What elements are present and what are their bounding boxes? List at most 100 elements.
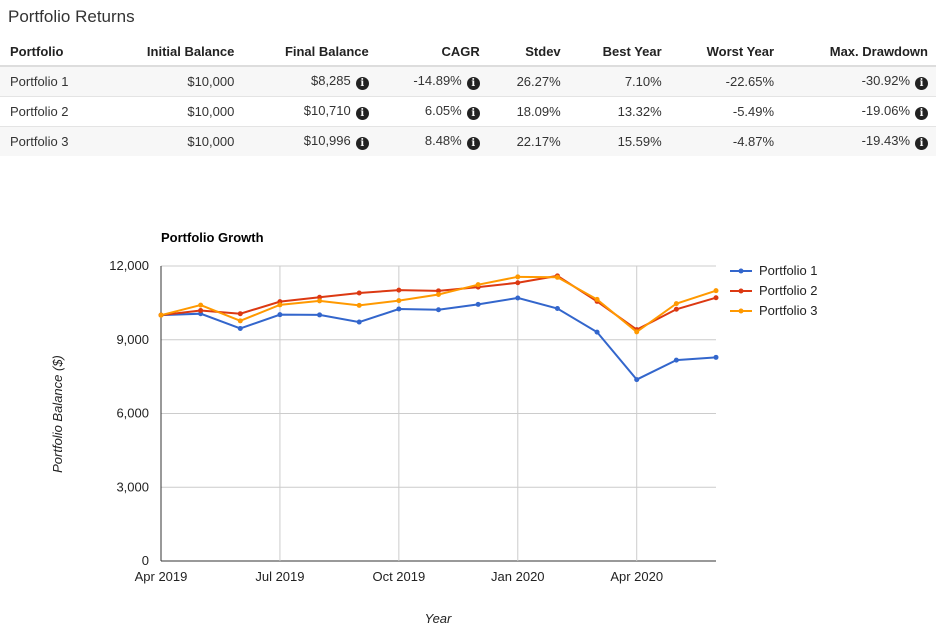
data-point-portfolio-1 — [356, 319, 362, 325]
x-tick-label: Jan 2020 — [491, 569, 545, 584]
data-point-portfolio-2 — [356, 290, 362, 296]
y-tick-label: 0 — [142, 553, 149, 568]
data-point-portfolio-3 — [713, 288, 719, 294]
legend-label: Portfolio 2 — [759, 283, 818, 298]
table-row: Portfolio 3 $10,000 $10,996 i 8.48% i 22.1… — [0, 126, 936, 156]
cell-portfolio: Portfolio 3 — [0, 126, 104, 156]
legend-marker — [738, 288, 744, 294]
cell-worst-year: -5.49% — [669, 96, 783, 127]
cell-cagr: -14.89% i — [376, 65, 488, 97]
legend-marker — [738, 268, 744, 274]
data-point-portfolio-3 — [317, 298, 323, 304]
chart-title: Portfolio Growth — [161, 230, 264, 245]
col-header-stdev[interactable]: Stdev — [487, 38, 569, 67]
cell-stdev: 22.17% — [487, 126, 569, 156]
cell-value: $10,996 — [303, 133, 351, 148]
info-circle-icon[interactable]: i — [915, 77, 928, 90]
data-point-portfolio-3 — [594, 296, 600, 302]
info-circle-icon[interactable]: i — [466, 107, 480, 120]
cell-value: -14.89% — [413, 73, 462, 88]
x-tick-label: Apr 2020 — [610, 569, 663, 584]
cell-portfolio: Portfolio 1 — [0, 65, 104, 97]
y-tick-label: 9,000 — [116, 332, 149, 347]
y-tick-label: 3,000 — [116, 479, 149, 494]
y-axis-label: Portfolio Balance ($) — [50, 355, 65, 473]
cell-cagr: 6.05% i — [376, 96, 488, 127]
legend-label: Portfolio 3 — [759, 303, 818, 318]
cell-best-year: 7.10% — [568, 65, 670, 97]
data-point-portfolio-3 — [515, 274, 521, 280]
info-circle-icon[interactable]: i — [355, 107, 369, 120]
data-point-portfolio-1 — [713, 354, 719, 360]
col-header-best-year[interactable]: Best Year — [568, 38, 670, 67]
legend-marker — [738, 308, 744, 314]
col-header-final-balance[interactable]: Final Balance — [242, 38, 377, 67]
data-point-portfolio-1 — [277, 312, 283, 318]
data-point-portfolio-3 — [436, 292, 441, 298]
col-header-worst-year[interactable]: Worst Year — [669, 38, 783, 67]
data-point-portfolio-2 — [317, 294, 323, 300]
y-tick-label: 6,000 — [116, 406, 149, 421]
data-point-portfolio-1 — [317, 312, 323, 318]
data-point-portfolio-3 — [198, 302, 204, 308]
col-header-cagr[interactable]: CAGR — [376, 38, 488, 67]
cell-portfolio: Portfolio 2 — [0, 96, 104, 127]
cell-max-drawdown: -19.43% i — [782, 126, 936, 156]
col-header-portfolio[interactable]: Portfolio — [0, 38, 104, 67]
data-point-portfolio-3 — [356, 302, 362, 308]
cell-final-balance: $8,285 i — [242, 65, 377, 97]
cell-stdev: 26.27% — [487, 65, 569, 97]
data-point-portfolio-1 — [634, 377, 640, 383]
cell-initial-balance: $10,000 — [103, 65, 243, 97]
data-point-portfolio-3 — [475, 282, 481, 288]
cell-best-year: 15.59% — [568, 126, 670, 156]
data-point-portfolio-2 — [515, 280, 521, 286]
info-circle-icon[interactable]: i — [466, 137, 480, 150]
data-point-portfolio-2 — [237, 311, 243, 317]
cell-value: 8.48% — [424, 133, 462, 148]
cell-best-year: 13.32% — [568, 96, 670, 127]
series-line-portfolio-2 — [160, 274, 717, 331]
data-point-portfolio-1 — [436, 307, 441, 313]
data-point-portfolio-3 — [237, 318, 243, 324]
info-circle-icon[interactable]: i — [355, 77, 369, 90]
data-point-portfolio-1 — [475, 301, 481, 307]
legend-label: Portfolio 1 — [759, 263, 818, 278]
cell-value: -19.06% — [861, 103, 910, 118]
cell-stdev: 18.09% — [487, 96, 569, 127]
y-tick-label: 12,000 — [109, 258, 149, 273]
cell-worst-year: -4.87% — [669, 126, 783, 156]
cell-max-drawdown: -30.92% i — [782, 65, 936, 97]
data-point-portfolio-2 — [198, 307, 204, 313]
x-tick-label: Jul 2019 — [255, 569, 304, 584]
cell-final-balance: $10,996 i — [242, 126, 377, 156]
cell-value: $10,710 — [303, 103, 351, 118]
x-axis-label: Year — [425, 611, 452, 626]
cell-final-balance: $10,710 i — [242, 96, 377, 127]
data-point-portfolio-1 — [673, 357, 679, 363]
portfolio-growth-chart: Portfolio Growth 0 3,000 6,000 9,000 12,000 A… — [50, 230, 818, 626]
info-circle-icon[interactable]: i — [466, 77, 480, 90]
cell-cagr: 8.48% i — [376, 126, 488, 156]
data-point-portfolio-2 — [436, 288, 441, 294]
info-circle-icon[interactable]: i — [915, 107, 928, 120]
col-header-initial-balance[interactable]: Initial Balance — [103, 38, 243, 67]
cell-value: -19.43% — [861, 133, 910, 148]
cell-value: -30.92% — [861, 73, 910, 88]
x-tick-label: Oct 2019 — [372, 569, 425, 584]
portfolio-returns-table: Portfolio Initial Balance Final Balance … — [0, 38, 936, 156]
data-point-portfolio-1 — [396, 306, 402, 312]
data-point-portfolio-3 — [277, 302, 283, 308]
data-point-portfolio-3 — [554, 274, 560, 280]
data-point-portfolio-3 — [158, 312, 164, 318]
col-header-max-drawdown[interactable]: Max. Drawdown — [782, 38, 936, 67]
info-circle-icon[interactable]: i — [915, 137, 928, 150]
data-point-portfolio-3 — [673, 301, 679, 307]
cell-max-drawdown: -19.06% i — [782, 96, 936, 127]
table-row: Portfolio 1 $10,000 $8,285 i -14.89% i 26.… — [0, 65, 936, 97]
info-circle-icon[interactable]: i — [355, 137, 369, 150]
data-point-portfolio-2 — [713, 295, 719, 301]
cell-worst-year: -22.65% — [669, 65, 783, 97]
x-tick-label: Apr 2019 — [135, 569, 188, 584]
data-point-portfolio-3 — [634, 329, 640, 335]
